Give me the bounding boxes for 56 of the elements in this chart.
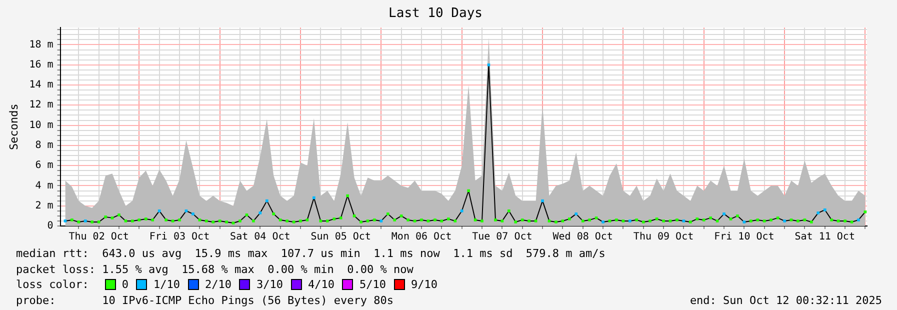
legend-label: 9/10 — [410, 277, 438, 292]
point — [602, 220, 604, 224]
point — [192, 212, 194, 216]
y-tick-label: 2 m — [35, 200, 54, 212]
point — [857, 218, 860, 222]
point — [682, 220, 686, 222]
text: packet loss: 1.55 % avg 15.68 % max 0.00 % min 0.00 % now — [16, 262, 414, 277]
point — [265, 199, 268, 202]
x-tick-label: Sat 11 Oct — [794, 232, 855, 243]
point — [158, 209, 161, 212]
x-tick-label: Fri 03 Oct — [149, 232, 210, 243]
text: end: Sun Oct 12 00:32:11 2025 — [690, 292, 882, 308]
legend-label: 4/10 — [308, 277, 334, 292]
legend-label: 3/10 — [256, 277, 283, 292]
point — [722, 212, 726, 216]
point — [487, 63, 490, 66]
x-tick-label: Wed 08 Oct — [552, 232, 613, 243]
point — [823, 208, 826, 212]
point — [541, 199, 544, 202]
x-tick-label: Sat 04 Oct — [230, 232, 290, 243]
point — [460, 209, 464, 212]
point — [816, 211, 820, 214]
x-tick-label: Tue 07 Oct — [472, 232, 532, 243]
y-tick-label: 6 m — [35, 160, 54, 172]
point — [184, 209, 188, 212]
point — [312, 196, 316, 200]
y-tick-label: 8 m — [35, 140, 54, 152]
y-tick-label: 16 m — [29, 59, 54, 70]
y-tick-label: 14 m — [29, 80, 54, 91]
point — [258, 211, 262, 214]
y-tick-label: 12 m — [29, 100, 54, 111]
legend-title: loss color: — [16, 277, 89, 292]
point — [84, 220, 87, 222]
y-tick-label: 10 m — [29, 120, 54, 131]
legend-label: 5/10 — [359, 277, 386, 292]
y-tick-label: 18 m — [29, 39, 54, 50]
point — [783, 220, 786, 222]
point — [574, 212, 578, 216]
point — [628, 220, 632, 222]
legend-label: 2/10 — [204, 277, 232, 292]
x-tick-label: Mon 06 Oct — [391, 232, 452, 243]
legend-label: 0 — [122, 277, 128, 292]
x-tick-label: Sun 05 Oct — [310, 232, 371, 243]
legend-label: 1/10 — [153, 277, 180, 292]
point — [380, 220, 383, 222]
y-axis-title: Seconds — [7, 104, 20, 150]
x-tick-label: Fri 10 Oct — [714, 232, 774, 243]
x-tick-label: Thu 09 Oct — [633, 232, 694, 243]
y-tick-label: 4 m — [35, 180, 54, 192]
x-tick-label: Thu 02 Oct — [68, 232, 129, 243]
y-tick-label: 0 — [47, 220, 54, 232]
chart-title: Last 10 Days — [388, 6, 482, 22]
point — [742, 220, 746, 224]
text: median rtt: 643.0 us avg 15.9 ms max 107.7 us min 1.1 ms now 1.1 ms sd 579.8 m am/s — [16, 246, 606, 262]
text: probe: 10 IPv6-ICMP Echo Pings (56 Bytes) every 80s — [16, 292, 394, 308]
point — [64, 220, 67, 222]
